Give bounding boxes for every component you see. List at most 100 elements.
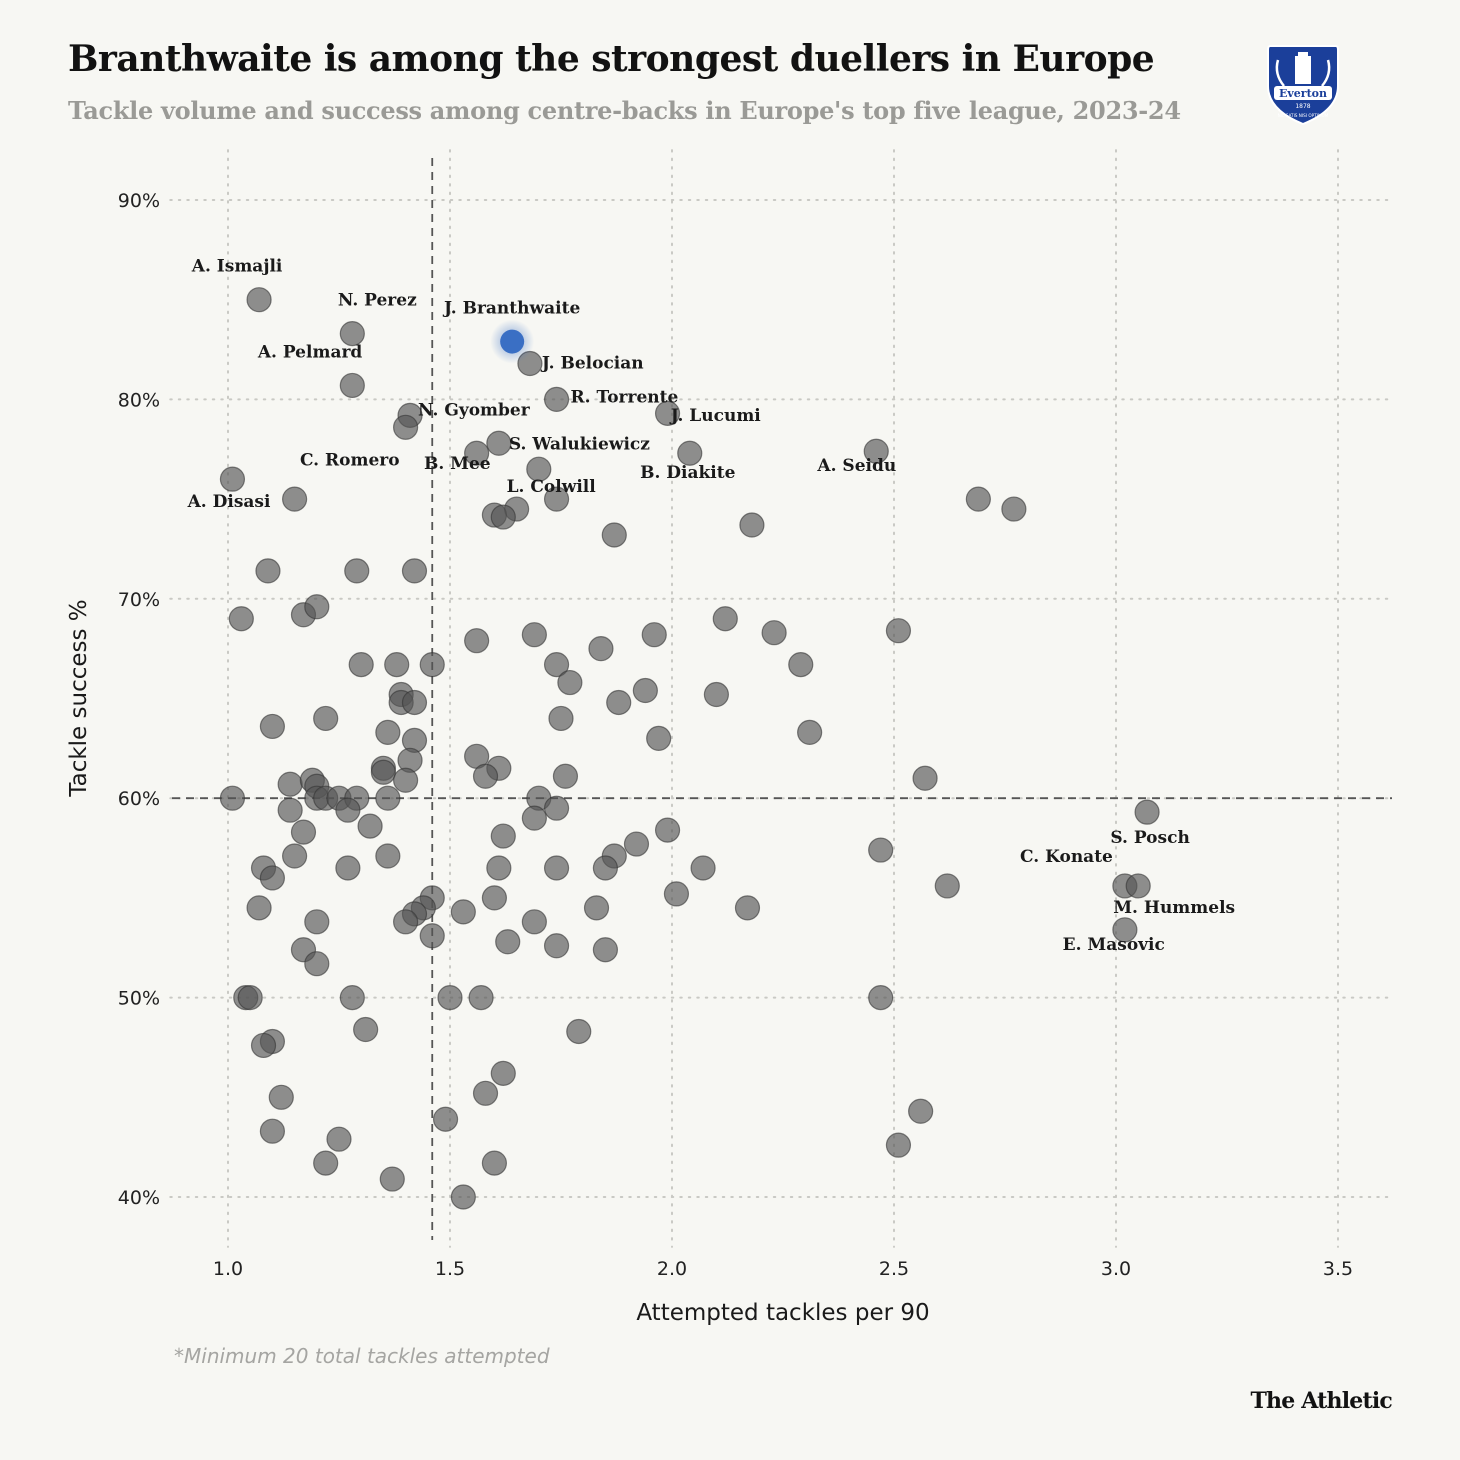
- data-point: [868, 837, 894, 863]
- y-axis-ticks: 40% 50% 60% 70% 80% 90%: [118, 190, 160, 1209]
- point-label: A. Ismajli: [191, 257, 283, 277]
- data-point: [339, 372, 365, 399]
- x-axis-label: Attempted tackles per 90: [636, 1300, 929, 1326]
- data-point: [384, 652, 410, 678]
- data-point: [521, 909, 547, 935]
- point-labels: A. Ismajli N. Perez J. Branthwaite A. Pelma…: [187, 257, 1236, 955]
- data-point: [601, 522, 627, 548]
- data-point: [304, 594, 330, 620]
- data-point: [868, 984, 894, 1011]
- y-tick-label: 80%: [118, 389, 160, 411]
- data-point: [246, 287, 272, 313]
- data-point: [481, 1150, 507, 1176]
- x-axis-ticks: 1.0 1.5 2.0 2.5 3.0 3.5: [213, 1258, 1353, 1280]
- data-point: [277, 771, 303, 797]
- data-point: [606, 689, 632, 716]
- data-point: [219, 785, 246, 811]
- point-label: A. Pelmard: [257, 342, 363, 362]
- point-label: C. Romero: [300, 450, 400, 470]
- data-point: [250, 1032, 277, 1059]
- data-point: [246, 895, 272, 921]
- grid-lines: [169, 149, 1393, 1248]
- data-point: [490, 504, 516, 530]
- crest-tower-top: [1298, 52, 1308, 58]
- y-tick-label: 70%: [118, 589, 160, 611]
- data-point: [543, 652, 570, 678]
- data-point: [450, 1184, 476, 1210]
- data-point: [739, 512, 765, 538]
- data-point: [401, 689, 428, 716]
- data-point: [1134, 799, 1160, 825]
- chart-subtitle: Tackle volume and success among centre-b…: [68, 96, 1181, 125]
- data-point: [282, 843, 308, 869]
- crest-club-name: Everton: [1279, 87, 1327, 100]
- data-point: [237, 984, 263, 1011]
- data-point: [282, 486, 308, 512]
- data-point: [646, 725, 672, 751]
- data-point: [313, 705, 339, 732]
- x-tick-label: 1.5: [435, 1258, 465, 1280]
- data-point: [481, 885, 507, 911]
- point-label: S. Walukiewicz: [509, 434, 650, 454]
- point-label: A. Seidu: [816, 456, 896, 476]
- data-point: [375, 843, 401, 869]
- crest-shield: [1267, 45, 1339, 126]
- data-point: [393, 767, 419, 793]
- x-tick-label: 2.5: [879, 1258, 909, 1280]
- data-point: [588, 636, 614, 662]
- x-tick-label: 1.0: [213, 1258, 243, 1280]
- data-point: [712, 606, 738, 632]
- data-point: [677, 440, 703, 466]
- data-point: [464, 440, 490, 466]
- highlight-point: [500, 329, 525, 354]
- y-tick-label: 90%: [118, 190, 160, 212]
- data-point: [543, 795, 570, 821]
- data-point: [885, 1132, 912, 1158]
- x-tick-label: 2.0: [657, 1258, 687, 1280]
- data-point: [690, 855, 716, 881]
- y-tick-label: 60%: [118, 788, 160, 810]
- data-point: [339, 984, 365, 1011]
- point-label: N. Perez: [338, 291, 417, 311]
- everton-crest-logo: Everton 1878 NIL SATIS NISI OPTIMUM: [1267, 45, 1339, 126]
- data-point: [472, 763, 499, 789]
- data-point: [521, 622, 547, 648]
- data-point: [623, 831, 650, 857]
- data-point: [472, 1080, 499, 1106]
- footnote: *Minimum 20 total tackles attempted: [174, 1344, 550, 1368]
- point-label: N. Gyomber: [418, 400, 531, 420]
- data-point: [290, 819, 317, 845]
- crest-tower: [1295, 56, 1311, 84]
- data-point: [761, 620, 787, 646]
- data-point: [464, 628, 490, 654]
- data-point: [393, 909, 419, 935]
- chart-title: Branthwaite is among the strongest duell…: [68, 38, 1155, 80]
- data-point: [543, 386, 570, 412]
- data-point: [908, 1098, 934, 1124]
- data-point: [450, 899, 476, 925]
- data-point: [379, 1166, 405, 1192]
- data-point: [268, 1084, 294, 1110]
- point-label: E. Masovic: [1063, 935, 1165, 955]
- point-label: M. Hummels: [1113, 898, 1235, 918]
- data-point: [490, 1060, 516, 1086]
- data-point: [339, 320, 365, 347]
- data-point: [326, 1126, 352, 1152]
- data-point: [592, 855, 619, 881]
- point-label: B. Mee: [424, 454, 491, 474]
- data-point: [486, 430, 512, 456]
- data-point: [734, 895, 761, 921]
- data-point: [557, 669, 583, 696]
- data-point: [912, 765, 938, 791]
- data-point: [1125, 873, 1151, 899]
- point-label: J. Belocian: [540, 354, 644, 374]
- highlight-point-group: [490, 319, 535, 364]
- data-point: [419, 652, 445, 678]
- data-point: [788, 652, 814, 678]
- crest-wreath-right: [1321, 59, 1331, 87]
- data-point: [468, 984, 494, 1011]
- reference-lines: [172, 158, 1392, 1240]
- data-point: [543, 855, 570, 881]
- data-point: [375, 719, 401, 745]
- point-label: L. Colwill: [507, 477, 597, 497]
